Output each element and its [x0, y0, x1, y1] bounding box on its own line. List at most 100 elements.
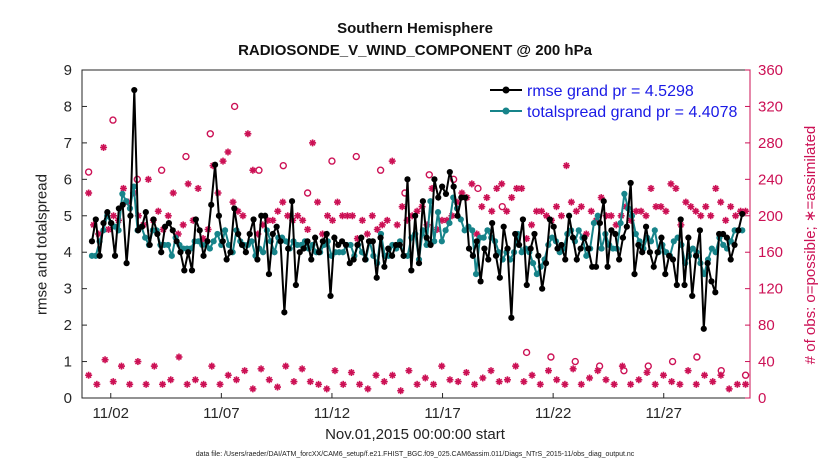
totalspread-point	[168, 252, 175, 259]
obs-assimilated-marker	[707, 212, 715, 220]
rmse-point	[135, 227, 142, 234]
rmse-point	[442, 190, 450, 198]
rmse-point	[119, 201, 126, 208]
rmse-point	[138, 223, 146, 230]
rmse-point	[562, 256, 569, 263]
rmse-point	[246, 230, 253, 238]
rmse-point	[227, 249, 234, 256]
obs-assimilated-marker	[398, 203, 406, 211]
rmse-point	[612, 230, 619, 238]
obs-assimilated-marker	[144, 175, 152, 183]
obs-assimilated-marker	[446, 376, 454, 384]
rmse-point	[546, 216, 553, 223]
rmse-point	[100, 219, 107, 227]
obs-assimilated-marker	[93, 380, 101, 388]
rmse-point	[238, 241, 246, 249]
obs-assimilated-marker	[607, 212, 615, 220]
obs-possible-marker	[157, 166, 166, 174]
obs-assimilated-marker	[164, 212, 172, 220]
rmse-point	[669, 256, 677, 263]
rmse-point	[265, 270, 273, 278]
rmse-point	[627, 179, 634, 187]
obs-assimilated-marker	[314, 198, 322, 206]
totalspread-point	[575, 227, 582, 234]
rmse-point	[369, 238, 376, 245]
rmse-point	[712, 289, 719, 296]
rmse-point	[489, 219, 496, 227]
legend-marker	[502, 86, 510, 94]
totalspread-point	[221, 227, 229, 234]
obs-assimilated-marker	[294, 212, 302, 220]
obs-assimilated-marker	[586, 374, 594, 382]
obs-assimilated-marker	[265, 376, 273, 384]
obs-assimilated-marker	[567, 198, 575, 206]
obs-assimilated-marker	[101, 356, 109, 364]
rmse-point	[692, 252, 700, 259]
rmse-point	[96, 252, 103, 259]
obs-assimilated-marker	[544, 367, 552, 375]
obs-possible-marker	[595, 362, 604, 370]
rmse-point	[685, 234, 692, 241]
rmse-point	[512, 230, 519, 238]
obs-assimilated-marker	[687, 203, 695, 211]
obs-assimilated-marker	[676, 380, 684, 388]
rmse-point	[273, 223, 280, 230]
rmse-point	[196, 227, 203, 234]
rmse-point	[739, 210, 746, 218]
obs-assimilated-marker	[643, 368, 651, 376]
rmse-point	[608, 227, 615, 234]
obs-possible-marker	[376, 166, 385, 174]
rmse-point	[642, 223, 650, 230]
rmse-point	[250, 216, 257, 223]
totalspread-point	[583, 252, 590, 259]
obs-assimilated-marker	[430, 380, 438, 388]
obs-assimilated-marker	[692, 380, 700, 388]
obs-assimilated-marker	[378, 221, 386, 229]
rmse-point	[508, 314, 515, 321]
obs-assimilated-marker	[229, 198, 237, 206]
rmse-point	[639, 249, 646, 256]
obs-assimilated-marker	[528, 221, 536, 229]
rmse-point	[504, 245, 511, 252]
totalspread-point	[472, 270, 480, 278]
obs-assimilated-marker	[110, 212, 118, 220]
totalspread-point	[533, 270, 540, 278]
obs-assimilated-marker	[109, 378, 117, 386]
obs-assimilated-marker	[397, 387, 405, 395]
obs-assimilated-marker	[117, 362, 125, 370]
rmse-point	[323, 230, 330, 238]
obs-assimilated-marker	[512, 362, 520, 370]
obs-assimilated-marker	[667, 180, 675, 188]
y-tick-label-left: 6	[64, 171, 72, 188]
obs-assimilated-marker	[498, 180, 506, 188]
obs-assimilated-marker	[167, 376, 175, 384]
data-file-footer: data file: /Users/raeder/DAI/ATM_forcXX/…	[195, 451, 635, 458]
totalspread-point	[142, 234, 149, 241]
obs-assimilated-marker	[479, 374, 487, 382]
obs-assimilated-marker	[244, 130, 252, 138]
rmse-point	[204, 238, 211, 245]
obs-assimilated-marker	[323, 385, 331, 393]
obs-assimilated-marker	[356, 380, 364, 388]
obs-assimilated-marker	[682, 198, 690, 206]
rmse-point	[123, 260, 130, 267]
obs-possible-marker	[352, 152, 360, 161]
rmse-point	[515, 241, 523, 249]
obs-assimilated-marker	[85, 371, 93, 379]
rmse-point	[108, 219, 115, 227]
obs-assimilated-marker	[194, 184, 202, 192]
rmse-point	[519, 216, 527, 223]
rmse-point	[677, 216, 684, 223]
rmse-point	[242, 249, 249, 256]
totalspread-point	[529, 260, 537, 267]
rmse-point	[523, 281, 530, 289]
obs-assimilated-marker	[684, 367, 692, 375]
obs-assimilated-marker	[241, 367, 249, 375]
y-tick-label-left: 8	[64, 98, 72, 115]
obs-possible-marker	[255, 166, 263, 174]
obs-possible-marker	[474, 184, 482, 193]
y-tick-label-right: 240	[758, 171, 783, 188]
rmse-point	[219, 238, 226, 245]
obs-assimilated-marker	[478, 203, 486, 211]
y-tick-label-left: 9	[64, 62, 72, 79]
